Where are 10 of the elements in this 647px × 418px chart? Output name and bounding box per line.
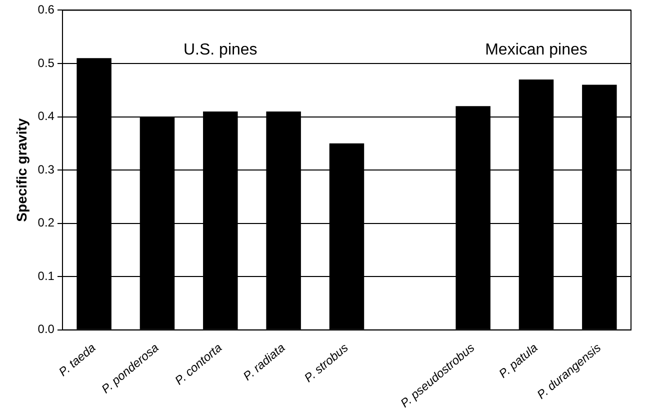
y-tick-label: 0.6 [38, 2, 55, 17]
y-tick-label: 0.0 [38, 322, 55, 336]
annotation: U.S. pines [183, 42, 258, 59]
y-tick-label: 0.4 [38, 109, 55, 124]
y-tick-label: 0.1 [38, 268, 55, 283]
y-axis-title: Specific gravity [13, 118, 30, 222]
y-tick-label: 0.3 [38, 162, 55, 176]
y-tick-label: 0.2 [38, 216, 55, 230]
annotation: Mexican pines [485, 42, 588, 59]
y-tick-label: 0.5 [38, 56, 55, 70]
